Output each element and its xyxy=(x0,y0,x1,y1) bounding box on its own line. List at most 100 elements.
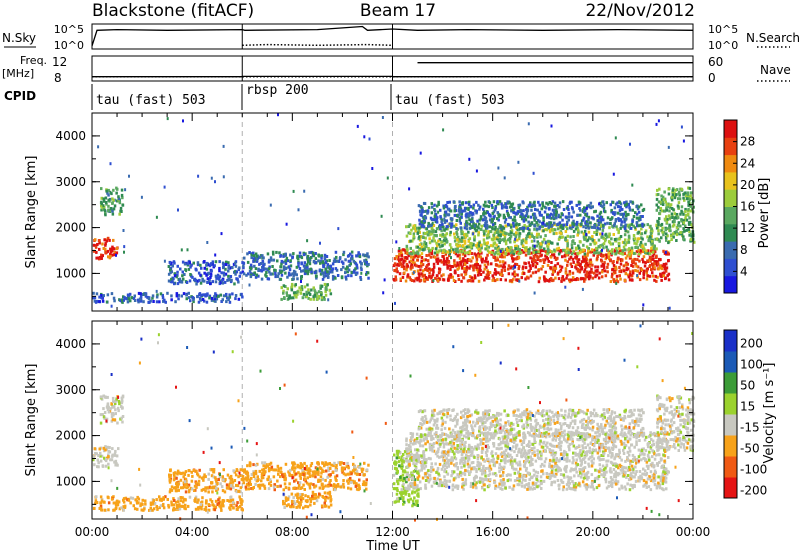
velocity-cell xyxy=(118,402,121,406)
power-cell xyxy=(483,267,486,271)
power-cell xyxy=(121,203,125,207)
power-cell xyxy=(422,258,426,262)
power-cell xyxy=(478,218,481,222)
power-cell xyxy=(494,206,497,210)
power-cell xyxy=(518,227,522,231)
power-cell xyxy=(627,248,630,252)
power-cell xyxy=(515,244,518,248)
velocity-cell xyxy=(355,472,359,476)
power-cell xyxy=(447,260,451,264)
power-cell xyxy=(615,225,618,229)
power-cell xyxy=(501,238,505,242)
power-cell xyxy=(230,266,233,270)
power-cell xyxy=(223,280,227,284)
power-cell xyxy=(589,242,592,246)
power-cell xyxy=(501,255,504,259)
power-cell xyxy=(522,272,526,275)
power-cell xyxy=(567,208,570,211)
velocity-cell xyxy=(181,496,184,500)
power-cell xyxy=(507,264,511,268)
power-cell xyxy=(546,245,550,249)
power-cell xyxy=(562,208,566,211)
power-cell xyxy=(613,280,616,283)
power-cell xyxy=(624,214,628,218)
power-cell xyxy=(556,262,560,266)
velocity-cell xyxy=(190,479,194,483)
power-cell xyxy=(468,218,471,222)
velocity-cell xyxy=(296,492,299,496)
power-cell xyxy=(298,254,301,258)
velocity-cell xyxy=(121,415,125,418)
power-sparse-cell xyxy=(636,274,639,277)
power-cell xyxy=(365,272,368,276)
power-cell xyxy=(312,254,316,258)
power-cell xyxy=(517,252,520,256)
power-cell xyxy=(443,259,446,263)
power-cell xyxy=(394,269,398,273)
power-sparse-cell xyxy=(97,145,100,149)
power-cell xyxy=(537,280,541,284)
power-cell xyxy=(416,258,419,262)
power-cell xyxy=(524,277,527,281)
power-cell xyxy=(576,267,580,271)
power-cell xyxy=(111,197,114,201)
power-cell xyxy=(218,266,221,270)
power-cell xyxy=(112,198,115,202)
velocity-cell xyxy=(283,506,286,509)
power-cell xyxy=(542,237,546,241)
power-cell xyxy=(618,269,621,273)
power-cell xyxy=(206,280,209,284)
power-cell xyxy=(435,274,439,278)
velocity-cell xyxy=(351,479,355,483)
power-cell xyxy=(485,204,488,208)
power-cell xyxy=(440,249,443,253)
power-sparse-cell xyxy=(585,232,588,236)
power-cell xyxy=(295,273,298,277)
power-cell xyxy=(564,230,568,233)
power-cell xyxy=(511,259,515,263)
power-cell xyxy=(521,239,524,243)
power-cell xyxy=(621,252,624,256)
power-cell xyxy=(566,273,569,277)
power-cell xyxy=(480,228,483,231)
power-cell xyxy=(663,209,667,213)
power-cell xyxy=(279,254,282,258)
power-cell xyxy=(209,275,212,279)
power-cell xyxy=(448,249,451,253)
power-cell xyxy=(539,235,542,239)
power-cell xyxy=(453,263,457,267)
power-cell xyxy=(405,244,409,248)
power-cell xyxy=(412,232,416,236)
power-cell xyxy=(566,234,569,238)
nave-tick-top: 60 xyxy=(708,55,723,69)
power-cell xyxy=(552,232,556,236)
velocity-cell xyxy=(239,490,242,494)
power-cell xyxy=(342,261,345,265)
power-cell xyxy=(563,254,567,258)
power-cell xyxy=(252,259,255,263)
power-cell xyxy=(365,262,368,266)
power-cell xyxy=(545,206,548,210)
power-cell xyxy=(536,219,540,223)
power-cell xyxy=(192,261,195,265)
power-cell xyxy=(409,246,412,250)
velocity-cell xyxy=(202,487,205,491)
power-cell xyxy=(551,208,555,212)
power-cell xyxy=(282,254,285,258)
power-cell xyxy=(583,208,587,212)
power-cell xyxy=(515,251,519,254)
power-cell xyxy=(261,254,264,258)
power-cell xyxy=(437,200,440,204)
power-cell xyxy=(632,271,635,275)
power-cell xyxy=(438,259,441,263)
power-cell xyxy=(612,278,616,282)
velocity-cell xyxy=(102,500,105,504)
velocity-cell xyxy=(197,479,201,483)
power-cell xyxy=(567,251,571,255)
power-cell xyxy=(582,248,585,252)
power-sparse-cell xyxy=(214,180,216,184)
power-cell xyxy=(450,246,453,250)
power-cell xyxy=(571,252,574,256)
velocity-cell xyxy=(295,472,298,476)
velocity-cell xyxy=(293,486,296,490)
